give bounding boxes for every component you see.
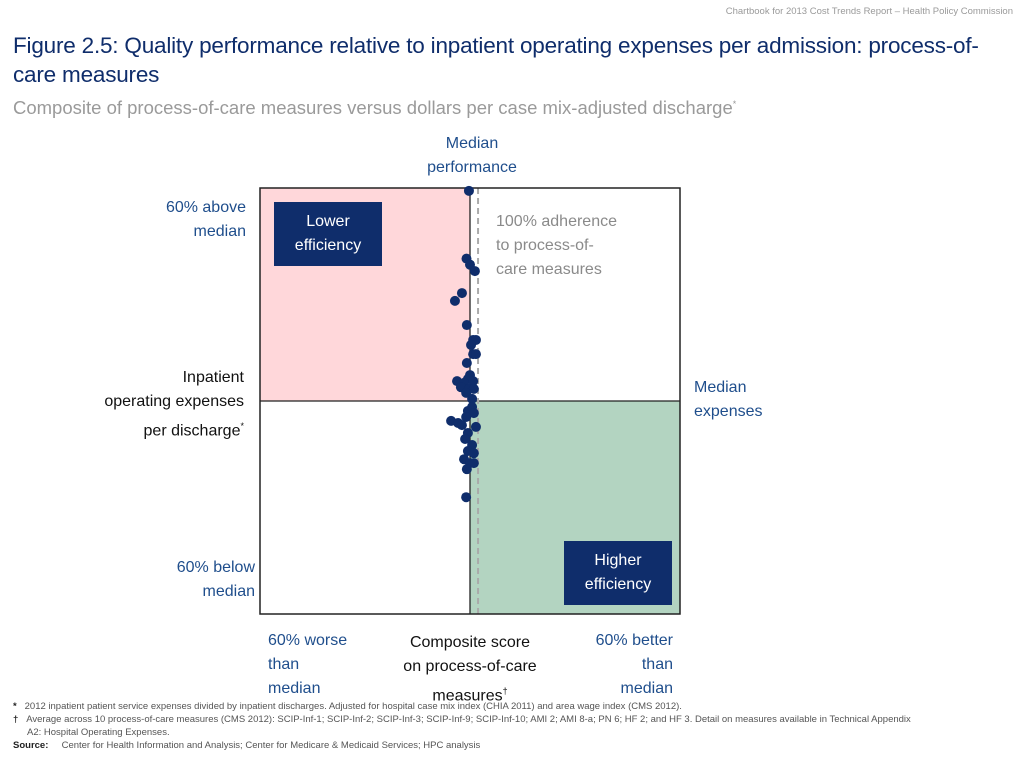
data-point-32 (460, 433, 471, 444)
data-point-11 (470, 349, 481, 360)
x-right-label: 60% better than median (563, 629, 673, 701)
footnotes: * 2012 inpatient patient service expense… (13, 700, 1013, 752)
subtitle-footnote-mark: * (732, 98, 737, 109)
data-point-20 (468, 383, 479, 394)
full-adherence-label: 100% adherence to process-of- care measu… (496, 210, 646, 282)
data-point-17 (468, 376, 479, 387)
x-left-line-3: median (268, 680, 321, 697)
footnote-2-cont: A2: Hospital Operating Expenses. (13, 726, 1013, 739)
y-bottom-line-2: median (202, 583, 255, 600)
data-point-0 (463, 185, 474, 196)
data-point-40 (461, 492, 472, 503)
x-axis-title-text-3: measures (432, 687, 503, 705)
footnote-2-text-1: Average across 10 process-of-care measur… (26, 714, 911, 725)
data-point-38 (468, 458, 479, 469)
y-axis-footnote-mark: * (240, 421, 244, 431)
footnote-1-mark: * (13, 701, 17, 712)
figure-subtitle: Composite of process-of-care measures ve… (13, 97, 736, 119)
y-top-line-1: 60% above (165, 199, 246, 216)
data-point-30 (470, 421, 481, 432)
lower-efficiency-line-1: Lower (306, 213, 350, 230)
data-point-22 (467, 393, 478, 404)
data-point-39 (461, 464, 472, 475)
data-point-25 (468, 408, 479, 419)
full-adherence-line-1: 100% adherence (496, 213, 617, 230)
lower-efficiency-line-2: efficiency (294, 237, 362, 254)
y-axis-title-line-1: Inpatient (182, 369, 244, 386)
lower-efficiency-box: Lower efficiency (274, 202, 382, 266)
y-axis-title-line-3: per discharge* (60, 414, 244, 443)
x-right-line-3: median (620, 680, 673, 697)
footnote-2-text-2: A2: Hospital Operating Expenses. (27, 727, 170, 738)
y-axis-title: Inpatient operating expenses per dischar… (60, 366, 244, 443)
x-left-label: 60% worse than median (268, 629, 378, 701)
y-axis-title-text-3: per discharge (143, 422, 241, 440)
data-point-9 (466, 339, 477, 350)
higher-efficiency-box: Higher efficiency (564, 541, 672, 605)
source-line: Source: Center for Health Information an… (13, 739, 1013, 752)
x-axis-footnote-mark: † (502, 686, 508, 696)
x-right-line-1: 60% better (595, 632, 673, 649)
y-top-label: 60% above median (130, 196, 246, 244)
footnote-2: † Average across 10 process-of-care meas… (13, 713, 1013, 726)
y-bottom-line-1: 60% below (176, 559, 255, 576)
y-bottom-label: 60% below median (130, 556, 255, 604)
y-top-line-2: median (193, 223, 246, 240)
y-axis-title-line-2: operating expenses (104, 393, 244, 410)
footnote-2-mark: † (13, 714, 19, 725)
x-axis-title-line-3: measures† (385, 679, 555, 708)
header-note: Chartbook for 2013 Cost Trends Report – … (725, 6, 1013, 17)
median-performance-label: Median performance (412, 132, 532, 180)
data-point-29 (456, 420, 467, 431)
higher-efficiency-line-2: efficiency (584, 576, 652, 593)
median-performance-line-2: performance (427, 159, 517, 176)
source-text: Center for Health Information and Analys… (61, 740, 481, 751)
footnote-1-text: 2012 inpatient patient service expenses … (24, 701, 682, 712)
data-point-12 (461, 358, 472, 369)
source-label: Source: (13, 740, 49, 751)
data-point-4 (456, 288, 467, 299)
subtitle-text: Composite of process-of-care measures ve… (13, 97, 733, 118)
x-left-line-1: 60% worse (268, 632, 348, 649)
data-point-35 (468, 448, 479, 459)
higher-efficiency-line-1: Higher (594, 552, 642, 569)
data-point-5 (449, 295, 460, 306)
median-performance-line-1: Median (445, 135, 499, 152)
full-adherence-line-3: care measures (496, 261, 602, 278)
data-points (446, 185, 481, 503)
footnote-1: * 2012 inpatient patient service expense… (13, 700, 1013, 713)
median-expenses-line-2: expenses (694, 403, 763, 420)
full-adherence-line-2: to process-of- (496, 237, 594, 254)
x-axis-title: Composite score on process-of-care measu… (385, 631, 555, 708)
x-left-line-2: than (268, 656, 300, 673)
x-axis-title-line-2: on process-of-care (403, 658, 537, 675)
data-point-26 (461, 411, 472, 422)
data-point-3 (469, 266, 480, 277)
median-expenses-label: Median expenses (694, 376, 794, 424)
x-right-line-2: than (641, 656, 673, 673)
figure-title: Figure 2.5: Quality performance relative… (13, 33, 979, 87)
x-axis-title-line-1: Composite score (409, 634, 531, 651)
data-point-6 (461, 320, 472, 331)
median-expenses-line-1: Median (694, 379, 747, 396)
